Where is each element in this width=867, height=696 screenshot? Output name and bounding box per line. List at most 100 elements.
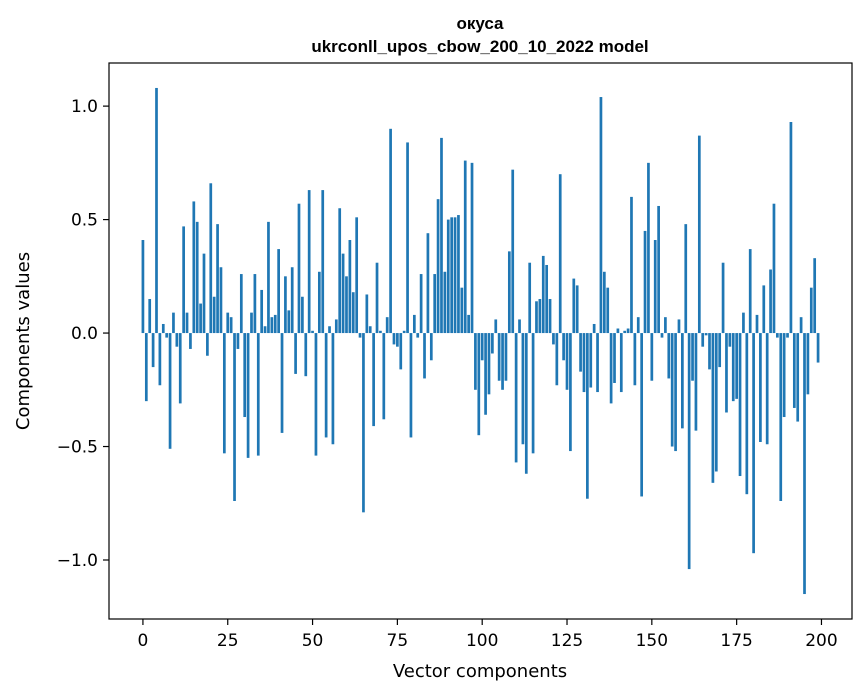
- bar-162: [691, 333, 694, 381]
- bar-43: [287, 310, 291, 334]
- bar-140: [616, 328, 620, 334]
- y-tick-label: 0.0: [71, 324, 98, 344]
- bar-53: [321, 190, 325, 334]
- bar-193: [796, 333, 800, 422]
- x-tick-label: 0: [138, 631, 149, 651]
- bar-8: [168, 333, 172, 449]
- bar-153: [660, 333, 664, 338]
- bar-96: [467, 314, 470, 334]
- bar-105: [497, 333, 501, 381]
- bar-94: [460, 287, 464, 334]
- bar-58: [338, 208, 342, 334]
- bar-195: [803, 333, 806, 595]
- bar-104: [494, 319, 498, 334]
- bar-188: [779, 333, 783, 501]
- bar-6: [161, 323, 165, 334]
- bar-4: [155, 87, 158, 334]
- bar-143: [626, 328, 630, 334]
- bar-171: [721, 262, 725, 334]
- bar-109: [511, 169, 515, 334]
- bar-34: [256, 333, 260, 456]
- bar-2: [148, 299, 152, 334]
- bar-71: [382, 333, 386, 420]
- bar-87: [436, 199, 440, 334]
- y-tick-label: 1.0: [71, 97, 98, 117]
- bar-57: [334, 319, 338, 334]
- bar-103: [491, 333, 494, 354]
- bar-84: [426, 233, 430, 334]
- bar-95: [463, 160, 467, 334]
- bar-50: [311, 330, 314, 334]
- bars-group: [141, 87, 820, 595]
- bar-185: [769, 269, 772, 334]
- bar-173: [728, 333, 732, 347]
- bar-198: [813, 258, 817, 334]
- bar-101: [484, 333, 487, 415]
- bar-23: [219, 267, 223, 334]
- bar-78: [406, 142, 409, 334]
- bar-97: [470, 162, 474, 334]
- bar-69: [375, 262, 379, 334]
- bar-30: [243, 333, 247, 418]
- bar-132: [589, 333, 593, 388]
- bar-12: [182, 226, 185, 334]
- bar-148: [643, 230, 647, 334]
- bar-151: [653, 240, 657, 334]
- bar-64: [358, 333, 362, 338]
- bar-134: [596, 333, 599, 393]
- bar-199: [816, 333, 820, 363]
- bar-7: [165, 333, 169, 338]
- bar-13: [185, 312, 189, 334]
- bar-67: [368, 326, 372, 334]
- bar-194: [799, 317, 803, 334]
- bar-186: [772, 203, 776, 334]
- bar-63: [355, 217, 359, 334]
- bar-36: [263, 326, 267, 334]
- y-tick-label: −1.0: [57, 551, 98, 571]
- y-tick-label: −0.5: [57, 438, 98, 458]
- bar-149: [647, 162, 650, 334]
- bar-145: [633, 333, 637, 386]
- bar-120: [548, 299, 552, 334]
- bar-107: [504, 333, 508, 381]
- y-tick-label: 0.5: [71, 211, 98, 231]
- bar-190: [786, 333, 789, 338]
- bar-147: [640, 333, 644, 497]
- bar-163: [694, 333, 698, 431]
- bar-176: [738, 333, 742, 477]
- bar-158: [677, 319, 681, 334]
- bar-196: [806, 333, 810, 395]
- y-axis-ticks: −1.0 −0.5 0.0 0.5 1.0: [57, 97, 109, 571]
- bar-26: [229, 317, 233, 334]
- bar-136: [602, 271, 606, 334]
- bar-128: [575, 285, 579, 334]
- bar-28: [236, 333, 240, 349]
- bar-141: [619, 333, 623, 393]
- bar-142: [623, 330, 627, 334]
- bar-192: [792, 333, 796, 408]
- bar-86: [433, 274, 437, 334]
- x-axis-ticks: 0 25 50 75 100 125 150 175 200: [138, 619, 838, 651]
- bar-126: [569, 333, 572, 452]
- bar-180: [752, 333, 755, 554]
- bar-75: [396, 333, 399, 347]
- bar-46: [297, 203, 301, 334]
- bar-131: [586, 333, 589, 499]
- bar-59: [341, 253, 345, 334]
- y-axis-label: Components values: [13, 252, 34, 430]
- bar-177: [742, 312, 745, 334]
- bar-157: [674, 333, 677, 452]
- chart-subtitle: ukrconll_upos_cbow_200_10_2022 model: [311, 37, 648, 56]
- bar-110: [514, 333, 518, 463]
- bar-74: [392, 333, 396, 345]
- bar-121: [552, 333, 555, 345]
- bar-127: [572, 278, 576, 334]
- bar-42: [284, 276, 287, 334]
- bar-175: [735, 333, 738, 399]
- bar-146: [636, 317, 640, 334]
- bar-25: [226, 312, 230, 334]
- bar-155: [667, 333, 671, 379]
- x-tick-label: 150: [636, 631, 668, 651]
- bar-183: [762, 285, 766, 334]
